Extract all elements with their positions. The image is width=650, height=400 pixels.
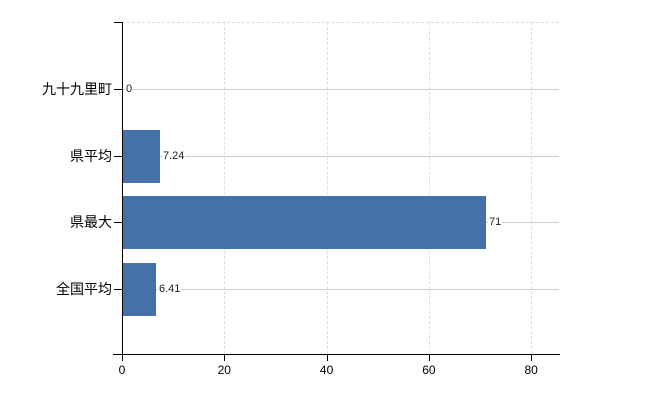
category-label: 県最大 (70, 214, 112, 230)
value-label: 0 (125, 82, 134, 96)
value-label: 7.24 (162, 148, 186, 163)
y-axis-tick (114, 155, 122, 157)
x-tick-label: 20 (217, 363, 231, 377)
vertical-gridline (531, 22, 533, 354)
x-axis-tick (224, 355, 226, 361)
category-gridline (122, 89, 559, 90)
x-tick-label: 0 (118, 363, 126, 377)
category-label: 全国平均 (56, 280, 112, 297)
x-tick-label: 80 (524, 363, 538, 377)
y-axis-top-tick (114, 22, 122, 23)
x-axis-line (113, 354, 560, 355)
bar (123, 196, 486, 249)
category-label: 県平均 (70, 147, 112, 164)
x-axis-tick (428, 355, 430, 361)
x-axis-tick (122, 355, 123, 361)
value-label: 6.41 (158, 281, 182, 296)
vertical-gridline (326, 22, 328, 354)
y-axis-tick (114, 288, 122, 290)
y-axis-tick (114, 89, 122, 90)
x-tick-label: 60 (422, 363, 436, 377)
value-label: 71 (488, 215, 503, 229)
vertical-gridline (224, 22, 226, 354)
y-axis-tick (114, 222, 122, 223)
x-axis-tick (531, 355, 533, 361)
bar (123, 262, 156, 316)
vertical-gridline (428, 22, 430, 354)
category-label: 九十九里町 (42, 81, 112, 97)
category-gridline (122, 288, 559, 290)
bar (123, 129, 160, 183)
top-gridline (122, 22, 559, 23)
category-gridline (122, 155, 559, 157)
x-axis-tick (326, 355, 328, 361)
x-tick-label: 40 (319, 363, 334, 377)
y-axis-line (122, 22, 123, 361)
